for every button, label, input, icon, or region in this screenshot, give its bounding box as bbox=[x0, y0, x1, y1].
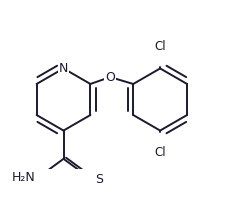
Text: O: O bbox=[105, 71, 115, 84]
Text: N: N bbox=[59, 62, 68, 75]
Text: Cl: Cl bbox=[154, 146, 166, 159]
Text: Cl: Cl bbox=[154, 40, 166, 53]
Text: H₂N: H₂N bbox=[12, 171, 36, 184]
Text: S: S bbox=[96, 173, 104, 186]
